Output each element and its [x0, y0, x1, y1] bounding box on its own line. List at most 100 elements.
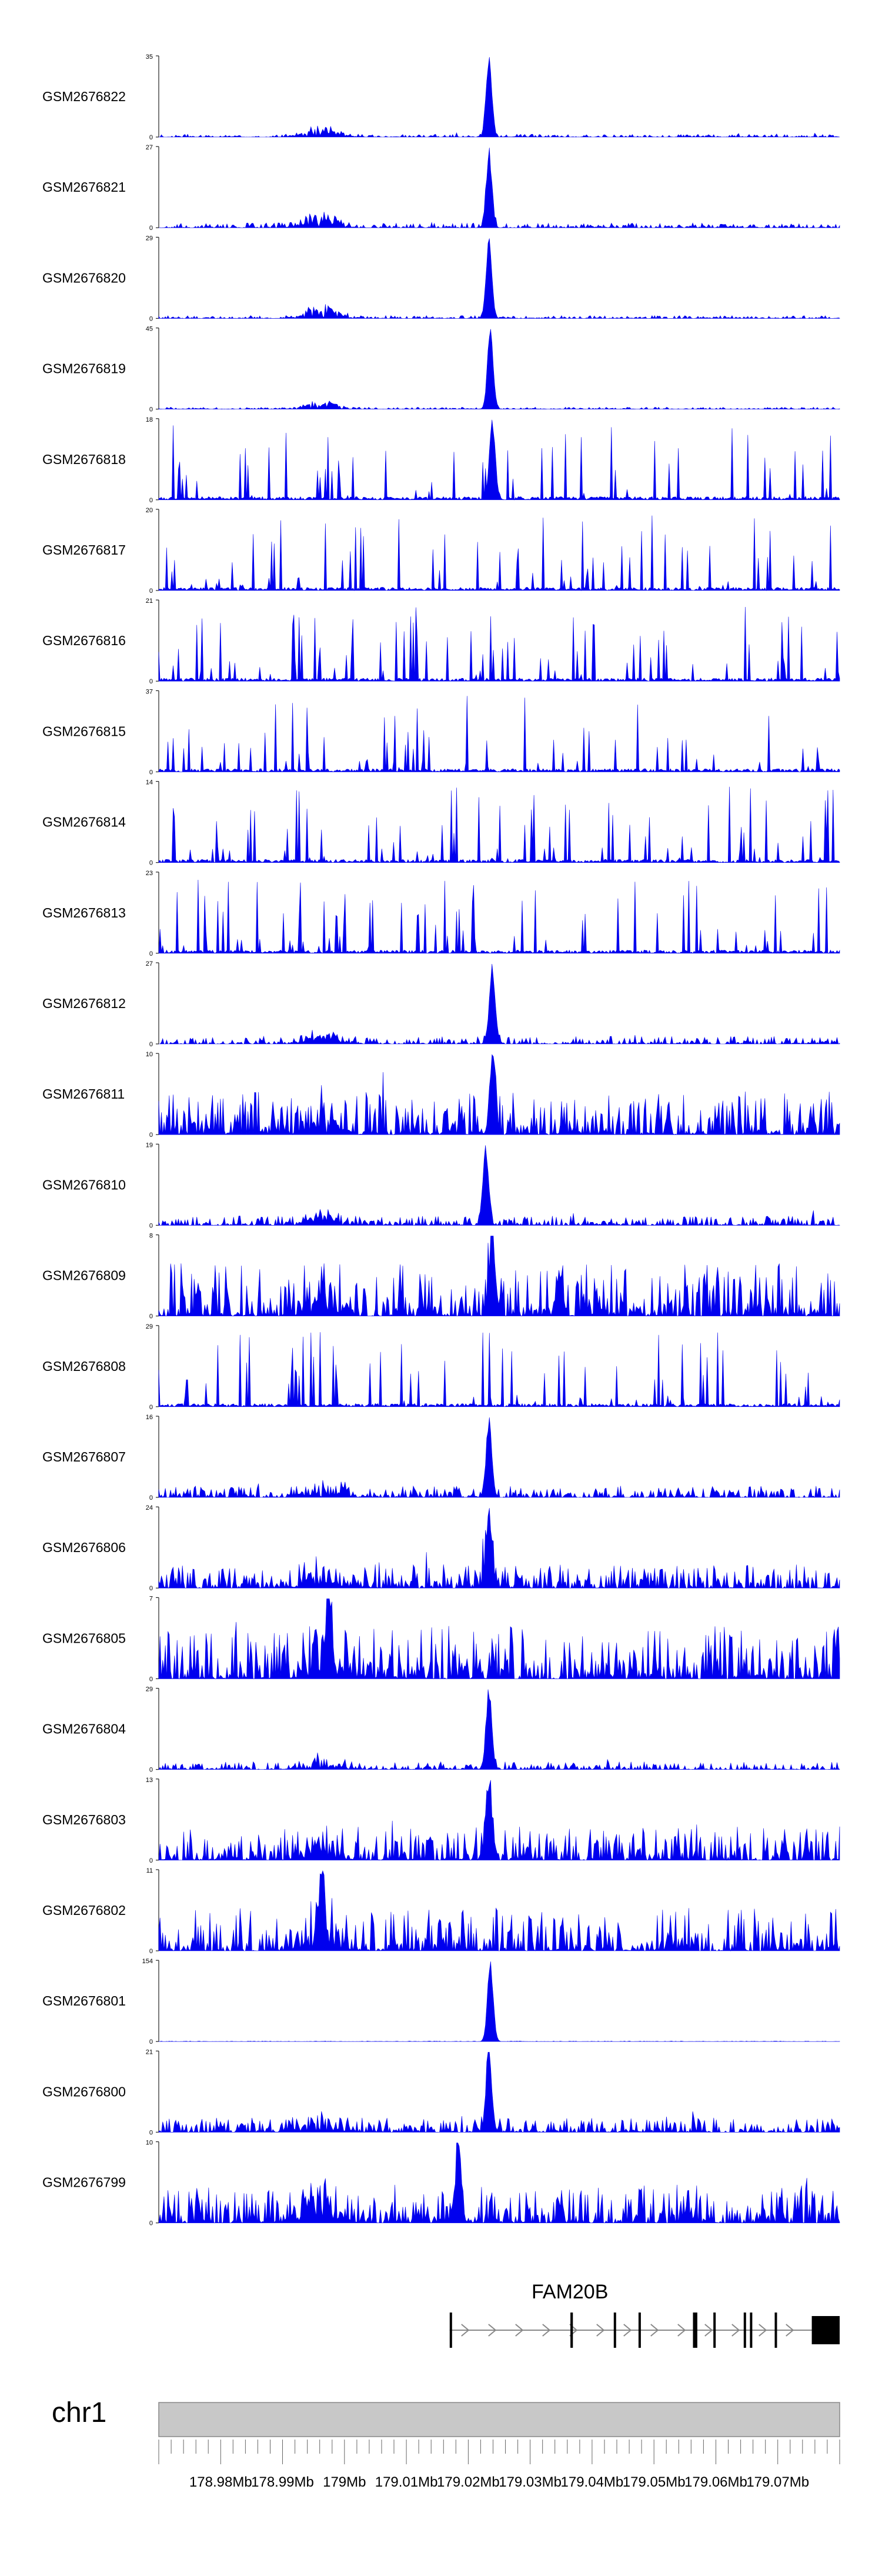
- coverage-area: [158, 1870, 840, 1952]
- track-GSM2676813: GSM2676813 23 0: [42, 870, 840, 957]
- track-label: GSM2676816: [42, 633, 126, 648]
- strand-arrow: [461, 2324, 470, 2337]
- x-tick-label: 179.06Mb: [684, 2474, 747, 2490]
- y-max-label: 45: [146, 326, 153, 333]
- track-label: GSM2676804: [42, 1721, 126, 1737]
- track-label: GSM2676799: [42, 2175, 126, 2190]
- y-min-label: 0: [149, 2129, 153, 2136]
- y-min-label: 0: [149, 588, 153, 595]
- track-GSM2676807: GSM2676807 16 0: [42, 1414, 840, 1501]
- coverage-area: [158, 329, 840, 410]
- coverage-area: [158, 419, 840, 500]
- track-label: GSM2676800: [42, 2084, 126, 2099]
- y-max-label: 21: [146, 2048, 153, 2056]
- exon: [743, 2313, 746, 2348]
- strand-arrow: [542, 2324, 551, 2337]
- y-max-label: 27: [146, 960, 153, 967]
- y-max-label: 24: [146, 1504, 153, 1511]
- exon: [638, 2313, 641, 2348]
- strand-arrow: [596, 2324, 605, 2337]
- strand-arrow: [623, 2324, 632, 2337]
- track-GSM2676822: GSM2676822 35 0: [42, 54, 840, 141]
- y-min-label: 0: [149, 950, 153, 957]
- coverage-area: [158, 148, 840, 229]
- y-min-label: 0: [149, 2038, 153, 2046]
- coverage-area: [158, 56, 840, 138]
- x-tick-label: 178.98Mb: [189, 2474, 252, 2490]
- y-min-label: 0: [149, 678, 153, 685]
- y-max-label: 16: [146, 1414, 153, 1421]
- track-label: GSM2676815: [42, 723, 126, 739]
- track-GSM2676815: GSM2676815 37 0: [42, 688, 840, 776]
- x-tick-label: 179.01Mb: [375, 2474, 438, 2490]
- coverage-area: [158, 1961, 840, 2042]
- coverage-area: [158, 515, 840, 592]
- track-label: GSM2676809: [42, 1268, 126, 1283]
- y-min-label: 0: [149, 1404, 153, 1411]
- strand-arrow: [488, 2324, 497, 2337]
- strand-arrow: [515, 2324, 524, 2337]
- x-tick-label: 179.04Mb: [561, 2474, 624, 2490]
- y-max-label: 21: [146, 598, 153, 605]
- y-min-label: 0: [149, 1676, 153, 1683]
- track-label: GSM2676808: [42, 1359, 126, 1374]
- y-min-label: 0: [149, 769, 153, 776]
- strand-arrow: [650, 2324, 659, 2337]
- exon: [750, 2313, 753, 2348]
- y-min-label: 0: [149, 1494, 153, 1501]
- track-GSM2676802: GSM2676802 11 0: [42, 1867, 840, 1955]
- x-tick-label: 179.02Mb: [437, 2474, 500, 2490]
- coverage-area: [158, 1332, 840, 1407]
- track-label: GSM2676821: [42, 179, 126, 195]
- track-label: GSM2676812: [42, 996, 126, 1011]
- strand-arrow: [786, 2324, 794, 2337]
- coverage-area: [158, 1780, 840, 1861]
- coverage-area: [158, 238, 840, 319]
- track-label: GSM2676817: [42, 542, 126, 558]
- coverage-area: [158, 1236, 840, 1317]
- track-label: GSM2676822: [42, 89, 126, 104]
- track-GSM2676800: GSM2676800 21 0: [42, 2048, 840, 2136]
- track-label: GSM2676803: [42, 1812, 126, 1827]
- exon: [713, 2313, 716, 2348]
- x-tick-label: 179.07Mb: [746, 2474, 809, 2490]
- track-label: GSM2676818: [42, 452, 126, 467]
- strand-arrow: [704, 2324, 713, 2337]
- coverage-area: [159, 963, 840, 1045]
- chromosome-label: chr1: [52, 2397, 106, 2428]
- track-label: GSM2676814: [42, 815, 126, 830]
- track-label: GSM2676819: [42, 361, 126, 376]
- track-label: GSM2676805: [42, 1630, 126, 1646]
- track-GSM2676803: GSM2676803 13 0: [42, 1777, 840, 1864]
- track-GSM2676810: GSM2676810 19 0: [42, 1142, 840, 1229]
- y-max-label: 23: [146, 870, 153, 877]
- coverage-area: [158, 1599, 840, 1680]
- track-GSM2676816: GSM2676816 21 0: [42, 598, 840, 685]
- gene-name-label: FAM20B: [532, 2281, 608, 2303]
- y-max-label: 29: [146, 1323, 153, 1330]
- coverage-area: [158, 1417, 840, 1499]
- x-tick-label: 179.05Mb: [623, 2474, 686, 2490]
- coverage-area: [158, 1689, 840, 1770]
- track-GSM2676819: GSM2676819 45 0: [42, 326, 840, 413]
- track-GSM2676821: GSM2676821 27 0: [42, 144, 840, 232]
- coverage-area: [158, 696, 840, 773]
- y-max-label: 20: [146, 507, 153, 514]
- track-label: GSM2676801: [42, 1993, 126, 2008]
- track-label: GSM2676810: [42, 1177, 126, 1192]
- y-max-label: 37: [146, 688, 153, 695]
- y-min-label: 0: [149, 406, 153, 413]
- exon: [449, 2313, 452, 2348]
- x-tick-label: 178.99Mb: [251, 2474, 314, 2490]
- y-max-label: 13: [146, 1777, 153, 1784]
- exon: [570, 2313, 573, 2348]
- track-label: GSM2676811: [42, 1086, 125, 1102]
- coverage-area: [158, 1145, 840, 1226]
- y-max-label: 8: [149, 1233, 153, 1240]
- coverage-tracks: GSM2676822350GSM2676821270GSM2676820290G…: [42, 54, 840, 2227]
- strand-arrow: [731, 2324, 740, 2337]
- y-max-label: 29: [146, 235, 153, 242]
- y-min-label: 0: [149, 315, 153, 322]
- coverage-area: [158, 1054, 840, 1136]
